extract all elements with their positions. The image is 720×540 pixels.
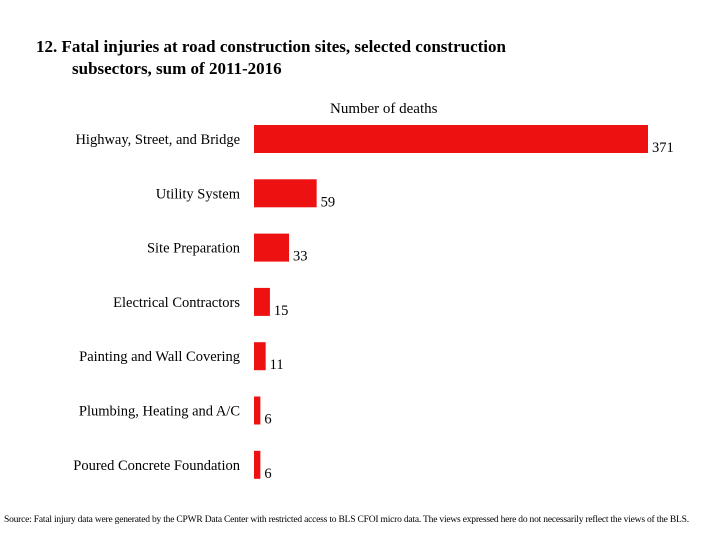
bar — [254, 287, 270, 316]
data-label: 11 — [270, 357, 284, 373]
data-label: 6 — [264, 412, 271, 428]
data-label: 33 — [293, 249, 308, 265]
source-note: Source: Fatal injury data were generated… — [4, 515, 689, 525]
data-label: 15 — [274, 303, 289, 319]
category-label: Site Preparation — [147, 241, 241, 257]
category-label: Electrical Contractors — [113, 295, 240, 311]
chart-title-line-1: 12. Fatal injuries at road construction … — [36, 37, 506, 56]
data-label: 371 — [652, 140, 674, 156]
category-label: Utility System — [156, 186, 241, 202]
data-label: 6 — [264, 466, 271, 482]
bar — [254, 179, 317, 208]
data-label: 59 — [321, 194, 336, 210]
category-label: Painting and Wall Covering — [79, 349, 240, 365]
bar — [254, 396, 261, 425]
bar — [254, 233, 290, 262]
chart-title: 12. Fatal injuries at road construction … — [36, 36, 676, 80]
category-label: Highway, Street, and Bridge — [75, 132, 240, 148]
chart-title-line-2: subsectors, sum of 2011-2016 — [72, 59, 282, 78]
category-label: Poured Concrete Foundation — [73, 458, 240, 474]
bar — [254, 450, 261, 479]
x-axis-label: Number of deaths — [330, 101, 438, 117]
category-label: Plumbing, Heating and A/C — [79, 404, 240, 420]
bar — [254, 125, 648, 153]
bar — [254, 342, 266, 371]
